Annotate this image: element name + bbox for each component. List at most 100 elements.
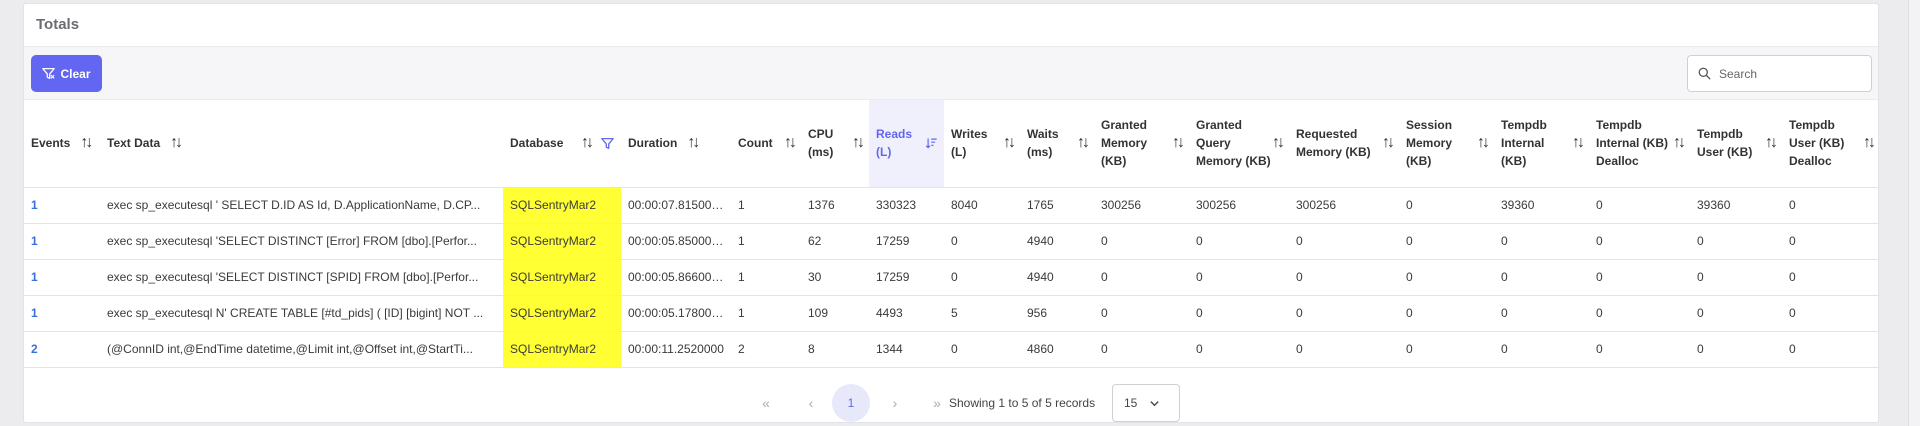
sort-icon[interactable]: ↑↓	[687, 134, 700, 152]
table-row: 1 exec sp_executesql N' CREATE TABLE [#t…	[24, 295, 1880, 332]
granted-memory-cell: 0	[1094, 295, 1189, 332]
sort-icon[interactable]: ↑↓	[1765, 134, 1778, 152]
column-header-granted-memory[interactable]: Granted Memory (KB) ↑↓	[1094, 100, 1189, 188]
sort-icon[interactable]: ↑↓	[784, 134, 797, 152]
events-link[interactable]: 1	[24, 223, 100, 260]
tempdb-internal-cell: 0	[1494, 223, 1589, 260]
reads-cell: 17259	[869, 259, 944, 296]
search-icon	[1698, 67, 1711, 80]
column-header-duration[interactable]: Duration ↑↓	[621, 100, 731, 188]
column-header-waits[interactable]: Waits (ms) ↑↓	[1020, 100, 1094, 188]
sort-icon[interactable]: ↑↓	[1477, 134, 1490, 152]
tempdb-internal-cell: 0	[1494, 295, 1589, 332]
column-label: Events	[31, 136, 71, 151]
page-size-select[interactable]: 15	[1112, 384, 1180, 422]
sort-icon[interactable]: ↑↓	[1572, 134, 1585, 152]
sort-icon[interactable]: ↑↓	[1077, 134, 1090, 152]
duration-cell: 00:00:07.8150000	[621, 187, 731, 224]
column-label: Waits (ms)	[1027, 127, 1059, 160]
granted-query-memory-cell: 0	[1189, 295, 1289, 332]
search-input[interactable]	[1719, 66, 1859, 81]
column-header-cpu[interactable]: CPU (ms) ↑↓	[801, 100, 869, 188]
events-link[interactable]: 1	[24, 295, 100, 332]
column-header-tempdb-user-dealloc[interactable]: Tempdb User (KB) Dealloc ↑↓	[1782, 100, 1880, 188]
sort-icon[interactable]: ↑↓	[170, 134, 183, 152]
first-page-button[interactable]: «	[762, 395, 770, 411]
sort-icon[interactable]: ↑↓	[1272, 134, 1285, 152]
tempdb-user-cell: 0	[1690, 331, 1782, 368]
requested-memory-cell: 300256	[1289, 187, 1399, 224]
tempdb-user-cell: 0	[1690, 223, 1782, 260]
table-header-row: Events ↑↓ Text Data ↑↓ Database ↑↓ Duration…	[24, 100, 1880, 188]
events-link[interactable]: 1	[24, 259, 100, 296]
last-page-button[interactable]: »	[933, 395, 941, 411]
requested-memory-cell: 0	[1289, 223, 1399, 260]
column-header-text-data[interactable]: Text Data ↑↓	[100, 100, 503, 188]
sort-icon[interactable]: ↑↓	[852, 134, 865, 152]
column-header-tempdb-user[interactable]: Tempdb User (KB) ↑↓	[1690, 100, 1782, 188]
sort-icon[interactable]: ↑↓	[1003, 134, 1016, 152]
waits-cell: 4860	[1020, 331, 1094, 368]
column-header-session-memory[interactable]: Session Memory (KB) ↑↓	[1399, 100, 1494, 188]
column-label: Tempdb Internal (KB)	[1501, 118, 1547, 169]
clear-button[interactable]: Clear	[31, 55, 102, 92]
text-data-cell: (@ConnID int,@EndTime datetime,@Limit in…	[100, 331, 503, 368]
column-header-tempdb-internal-dealloc[interactable]: Tempdb Internal (KB) Dealloc ↑↓	[1589, 100, 1690, 188]
text-data-cell: exec sp_executesql ' SELECT D.ID AS Id, …	[100, 187, 503, 224]
sort-icon[interactable]: ↑↓	[1172, 134, 1185, 152]
filter-icon[interactable]	[601, 137, 614, 150]
requested-memory-cell: 0	[1289, 295, 1399, 332]
prev-page-button[interactable]: ‹	[808, 395, 814, 411]
sort-icon[interactable]: ↑↓	[1863, 134, 1876, 152]
column-header-count[interactable]: Count ↑↓	[731, 100, 801, 188]
tempdb-user-dealloc-cell: 0	[1782, 223, 1880, 260]
sort-icon[interactable]: ↑↓	[1382, 134, 1395, 152]
session-memory-cell: 0	[1399, 259, 1494, 296]
column-label: CPU (ms)	[808, 127, 834, 160]
tempdb-internal-cell: 0	[1494, 331, 1589, 368]
column-label: Reads (L)	[876, 127, 913, 160]
granted-query-memory-cell: 0	[1189, 331, 1289, 368]
cpu-cell: 1376	[801, 187, 869, 224]
writes-cell: 5	[944, 295, 1020, 332]
sort-icon[interactable]: ↑↓	[1673, 134, 1686, 152]
next-page-button[interactable]: ›	[892, 395, 898, 411]
cpu-cell: 62	[801, 223, 869, 260]
column-header-requested-memory[interactable]: Requested Memory (KB) ↑↓	[1289, 100, 1399, 188]
sort-icon[interactable]: ↑↓	[80, 134, 93, 152]
events-link[interactable]: 2	[24, 331, 100, 368]
duration-cell: 00:00:05.8500000	[621, 223, 731, 260]
column-header-writes[interactable]: Writes (L) ↑↓	[944, 100, 1020, 188]
column-label: Text Data	[107, 136, 161, 151]
vertical-scrollbar[interactable]	[1908, 0, 1920, 426]
column-label: Tempdb User (KB) Dealloc	[1789, 118, 1845, 169]
writes-cell: 0	[944, 259, 1020, 296]
writes-cell: 0	[944, 223, 1020, 260]
column-header-tempdb-internal[interactable]: Tempdb Internal (KB) ↑↓	[1494, 100, 1589, 188]
tempdb-internal-cell: 39360	[1494, 187, 1589, 224]
database-cell: SQLSentryMar2	[503, 223, 621, 260]
filter-clear-icon	[42, 67, 56, 80]
database-cell: SQLSentryMar2	[503, 331, 621, 368]
waits-cell: 4940	[1020, 223, 1094, 260]
tempdb-user-cell: 0	[1690, 259, 1782, 296]
column-header-granted-query-memory[interactable]: Granted Query Memory (KB) ↑↓	[1189, 100, 1289, 188]
tempdb-internal-dealloc-cell: 0	[1589, 331, 1690, 368]
events-link[interactable]: 1	[24, 187, 100, 224]
search-box[interactable]	[1687, 55, 1872, 92]
granted-memory-cell: 0	[1094, 331, 1189, 368]
writes-cell: 0	[944, 331, 1020, 368]
page-1-button[interactable]: 1	[832, 384, 870, 422]
column-header-reads[interactable]: Reads (L)	[869, 100, 944, 188]
sort-icon[interactable]: ↑↓	[581, 134, 594, 152]
tempdb-user-dealloc-cell: 0	[1782, 187, 1880, 224]
tempdb-internal-cell: 0	[1494, 259, 1589, 296]
column-header-events[interactable]: Events ↑↓	[24, 100, 100, 188]
requested-memory-cell: 0	[1289, 331, 1399, 368]
column-header-database[interactable]: Database ↑↓	[503, 100, 621, 188]
tempdb-user-dealloc-cell: 0	[1782, 259, 1880, 296]
toolbar: Clear	[24, 46, 1878, 100]
sort-descending-icon[interactable]	[925, 136, 937, 150]
column-label: Granted Query Memory (KB)	[1196, 118, 1271, 169]
totals-panel: Totals Clear Events↑↓ Text	[23, 3, 1880, 423]
